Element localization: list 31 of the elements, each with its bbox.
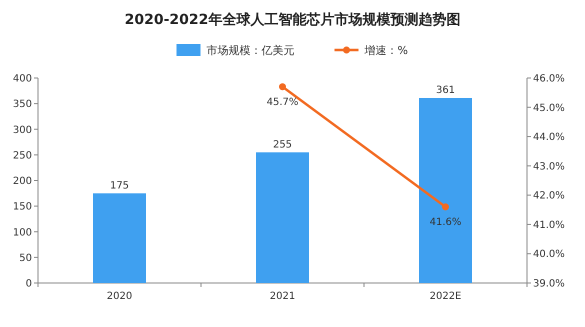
x-tick-label: 2020	[106, 291, 132, 302]
y2-tick-label: 46.0%	[533, 74, 565, 84]
y2-tick-label: 43.0%	[533, 161, 565, 172]
bar	[93, 193, 146, 283]
y-tick-label: 100	[12, 227, 32, 238]
y-tick-label: 400	[12, 74, 32, 84]
data-label: 361	[436, 84, 456, 96]
chart-title: 2020-2022年全球人工智能芯片市场规模预测趋势图	[124, 11, 460, 28]
y-tick-label: 250	[12, 150, 32, 162]
data-label: 41.6%	[430, 216, 462, 228]
y-tick-label: 350	[12, 99, 32, 110]
bar	[419, 98, 472, 283]
y-tick-label: 50	[19, 252, 32, 264]
x-tick-label: 2021	[270, 291, 296, 302]
legend-label: 增速：%	[364, 44, 408, 57]
legend-label: 市场规模：亿美元	[206, 44, 294, 57]
x-tick-label: 2022E	[430, 291, 462, 302]
data-label: 45.7%	[266, 96, 298, 108]
data-label: 255	[272, 139, 292, 150]
y2-tick-label: 41.0%	[533, 220, 565, 231]
bar	[256, 152, 309, 283]
y-tick-label: 300	[12, 124, 32, 136]
y2-tick-label: 39.0%	[533, 278, 565, 290]
y-tick-label: 150	[12, 202, 32, 213]
data-label: 175	[110, 180, 130, 192]
y2-tick-label: 42.0%	[533, 190, 565, 202]
y2-tick-label: 40.0%	[533, 249, 565, 260]
y-tick-label: 0	[26, 278, 32, 290]
y-tick-label: 200	[12, 176, 32, 187]
y2-tick-label: 44.0%	[533, 132, 565, 144]
y2-tick-label: 45.0%	[533, 102, 565, 114]
